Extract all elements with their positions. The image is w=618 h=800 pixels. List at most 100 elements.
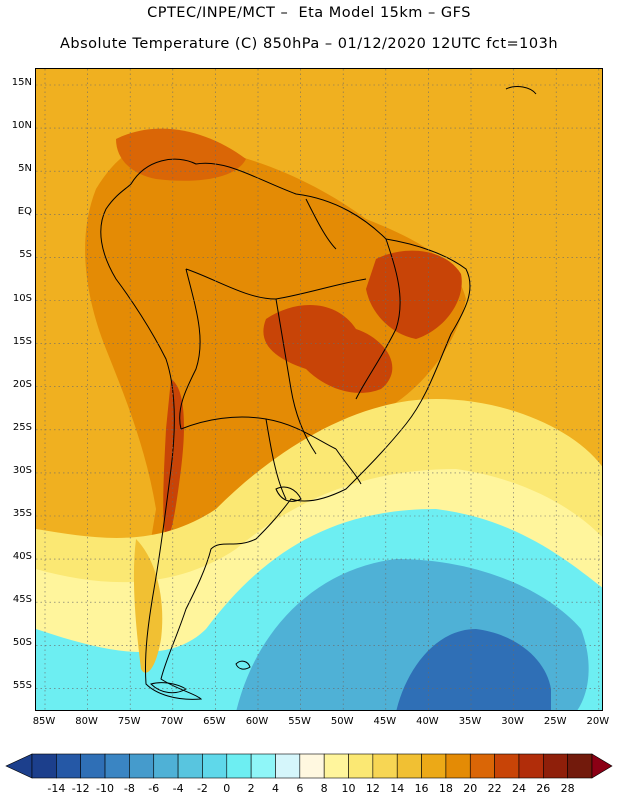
colorbar-tick-label: -12 [71, 782, 90, 795]
colorbar-tick-label: 6 [296, 782, 304, 795]
colorbar-tick-label: 10 [341, 782, 356, 795]
colorbar-right-arrow [591, 753, 613, 779]
colorbar-swatch [80, 753, 106, 779]
lon-label: 30W [501, 716, 524, 727]
colorbar-tick-label: 24 [511, 782, 526, 795]
lon-label: 60W [245, 716, 269, 727]
colorbar-swatch [153, 753, 179, 779]
colorbar-tick-label: 22 [487, 782, 502, 795]
colorbar-swatch [202, 753, 228, 779]
colorbar-tick-label: 16 [414, 782, 429, 795]
island-falklands [235, 660, 251, 670]
lat-label: 5N [18, 163, 32, 175]
colorbar-swatch [518, 753, 544, 779]
border-line [180, 416, 337, 450]
lat-label: 55S [12, 680, 32, 692]
field-hot-northeast [366, 250, 462, 339]
field-hot-brazil [263, 305, 393, 393]
lat-label: 15N [11, 77, 32, 88]
colorbar-tick-label: 28 [560, 782, 575, 795]
colorbar-swatch [226, 753, 252, 779]
lat-label: 40S [12, 551, 32, 563]
colorbar-tick-label: 4 [271, 782, 279, 795]
title-line-2: Absolute Temperature (C) 850hPa – 01/12/… [59, 36, 559, 52]
lat-label: 20S [12, 378, 32, 390]
colorbar-swatch [275, 753, 301, 779]
field-patagonia [133, 539, 163, 673]
colorbar-swatch [445, 753, 471, 779]
field-coldest-core [396, 629, 551, 710]
lon-label: 65W [203, 716, 226, 727]
lat-label: 35S [12, 508, 32, 519]
colorbar-swatch [469, 753, 495, 779]
lon-label: 70W [160, 716, 184, 727]
colorbar-swatch [177, 753, 203, 779]
colorbar-tick-label: 12 [365, 782, 380, 795]
colorbar-tick-label: -8 [123, 782, 135, 795]
temperature-map [36, 69, 602, 710]
lon-label: 35W [458, 716, 482, 727]
colorbar-swatch [299, 753, 325, 779]
colorbar-tick-label: 26 [536, 782, 551, 795]
colorbar-tick-label: 18 [438, 782, 453, 795]
border-line [179, 268, 201, 430]
colorbar-swatch [250, 753, 276, 779]
lon-label: 20W [586, 716, 610, 727]
colorbar-swatch [348, 753, 374, 779]
graticule [36, 69, 602, 710]
colorbar-swatch [31, 753, 57, 779]
lat-label: 30S [12, 464, 32, 476]
lat-label: 15S [12, 335, 32, 347]
lat-label: EQ [17, 206, 32, 218]
colorbar-swatch [104, 753, 130, 779]
colorbar-tick-label: 20 [463, 782, 478, 795]
title-line-1: CPTEC/INPE/MCT – Eta Model 15km – GFS [147, 5, 471, 21]
colorbar-swatch [372, 753, 398, 779]
colorbar-swatch [129, 753, 155, 779]
colorbar-swatch [543, 753, 568, 779]
lat-label: 5S [19, 249, 32, 261]
colorbar-swatch [56, 753, 81, 779]
lon-label: 75W [117, 716, 141, 727]
lon-label: 45W [373, 716, 397, 727]
border-line [335, 448, 362, 485]
colorbar-tick-label: -10 [96, 782, 115, 795]
border-line [355, 238, 401, 400]
tierra-del-fuego [150, 682, 187, 694]
lat-label: 25S [12, 421, 32, 433]
island-caribbean [505, 86, 537, 95]
lat-label: 45S [12, 594, 32, 606]
lon-label: 40W [416, 716, 439, 727]
field-warm-north [116, 128, 246, 181]
border-line [265, 418, 287, 500]
colorbar-swatch [421, 753, 447, 779]
colorbar-swatch [396, 753, 422, 779]
colorbar-tick-label: -14 [47, 782, 66, 795]
lon-label: 55W [288, 716, 311, 727]
lon-label: 50W [330, 716, 354, 727]
continent-outline [100, 86, 537, 700]
colorbar-swatch [494, 753, 520, 779]
colorbar-swatch [323, 753, 349, 779]
lon-label: 80W [75, 716, 98, 727]
colorbar-tick-label: -6 [148, 782, 160, 795]
colorbar [5, 753, 613, 779]
border-line [275, 298, 317, 455]
field-hot-andes [163, 379, 184, 539]
lat-label: 10S [12, 292, 32, 304]
river-plate [275, 486, 302, 502]
lat-label: 10N [11, 120, 32, 132]
lon-label: 25W [543, 716, 567, 727]
colorbar-swatch [567, 753, 593, 779]
colorbar-tick-label: 2 [247, 782, 255, 795]
map-panel [35, 68, 603, 711]
colorbar-left-arrow [5, 753, 33, 779]
colorbar-tick-label: -4 [172, 782, 184, 795]
lon-label: 85W [32, 716, 56, 727]
colorbar-tick-label: 14 [390, 782, 405, 795]
colorbar-tick-label: 0 [223, 782, 231, 795]
lat-label: 50S [12, 637, 32, 649]
colorbar-tick-label: -2 [196, 782, 208, 795]
border-line [305, 198, 337, 250]
colorbar-tick-label: 8 [320, 782, 328, 795]
